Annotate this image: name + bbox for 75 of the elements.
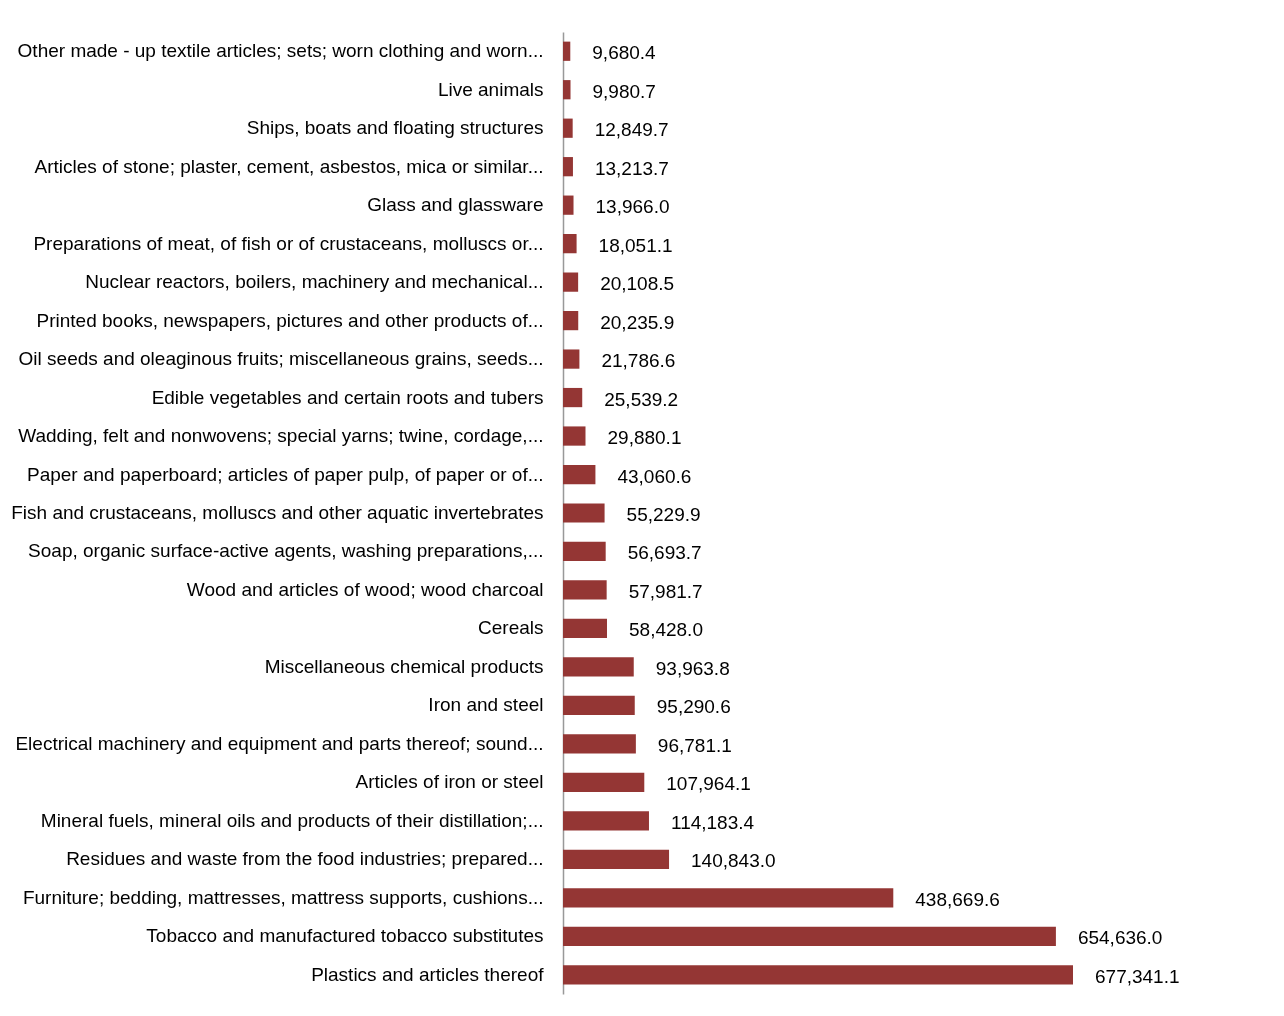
data-label: 57,981.7 — [628, 580, 703, 602]
data-label: 93,963.8 — [655, 657, 730, 679]
bar — [563, 80, 571, 100]
bar — [563, 426, 586, 446]
data-label: 20,235.9 — [600, 311, 675, 333]
bar — [563, 772, 645, 792]
data-label: 13,213.7 — [594, 157, 669, 179]
bar — [563, 195, 574, 215]
y-tick-label: Mineral fuels, mineral oils and products of their distillation;... — [40, 809, 544, 831]
data-label: 107,964.1 — [666, 773, 751, 795]
data-label: 25,539.2 — [604, 388, 679, 410]
bar — [563, 272, 579, 292]
bar — [563, 888, 894, 908]
bar — [563, 41, 571, 61]
bar — [563, 349, 580, 369]
bar — [563, 387, 583, 408]
bar — [563, 618, 607, 639]
y-tick-label: Wadding, felt and nonwovens; special yarns; twine, cordage,... — [18, 425, 544, 447]
data-label: 29,880.1 — [607, 427, 682, 449]
data-label: 43,060.6 — [617, 465, 692, 487]
data-label: 677,341.1 — [1095, 965, 1180, 987]
y-tick-label: Glass and glassware — [367, 194, 544, 216]
bar — [563, 811, 649, 831]
data-label: 13,966.0 — [595, 196, 670, 218]
bar — [563, 157, 573, 177]
bar — [563, 695, 635, 716]
bar — [563, 541, 606, 562]
y-tick-label: Live animals — [437, 78, 544, 100]
y-tick-label: Ships, boats and floating structures — [246, 117, 544, 139]
data-label: 9,680.4 — [592, 42, 657, 64]
data-label: 55,229.9 — [626, 504, 701, 525]
bar — [563, 849, 670, 869]
y-tick-label: Residues and waste from the food industries; prepared... — [66, 848, 544, 870]
y-tick-label: Nuclear reactors, boilers, machinery and mechanical... — [85, 271, 544, 293]
y-tick-label: Oil seeds and oleaginous fruits; miscellaneous grains, seeds... — [18, 348, 544, 370]
bar — [563, 926, 1056, 946]
bar — [563, 503, 605, 523]
y-tick-label: Wood and articles of wood; wood charcoal — [186, 578, 544, 600]
data-label: 95,290.6 — [656, 696, 731, 718]
y-tick-label: Iron and steel — [428, 694, 544, 716]
y-tick-label: Electrical machinery and equipment and parts thereof; sound... — [15, 732, 544, 754]
bar — [563, 657, 634, 677]
data-label: 56,693.7 — [627, 542, 702, 564]
y-tick-label: Fish and crustaceans, molluscs and other aquatic invertebrates — [11, 502, 544, 523]
bar — [563, 118, 573, 138]
y-tick-label: Cereals — [478, 617, 544, 639]
y-tick-label: Edible vegetables and certain roots and tubers — [151, 386, 544, 408]
bar — [563, 734, 636, 754]
data-label: 9,980.7 — [592, 80, 656, 102]
y-tick-label: Preparations of meat, of fish or of crustaceans, molluscs or... — [33, 232, 544, 254]
bar — [563, 464, 596, 485]
data-label: 12,849.7 — [594, 119, 669, 141]
y-tick-label: Other made - up textile articles; sets; worn clothing and worn... — [17, 40, 544, 62]
bar — [563, 234, 577, 254]
data-label: 18,051.1 — [598, 234, 673, 256]
y-tick-label: Soap, organic surface-active agents, washing preparations,... — [28, 540, 544, 562]
data-label: 96,781.1 — [657, 734, 732, 756]
y-tick-label: Plastics and articles thereof — [311, 963, 545, 985]
y-tick-label: Tobacco and manufactured tobacco substitutes — [146, 925, 544, 947]
data-label: 654,636.0 — [1077, 927, 1163, 949]
data-label: 438,669.6 — [915, 888, 1000, 910]
y-tick-label: Miscellaneous chemical products — [264, 655, 544, 677]
data-label: 21,786.6 — [601, 350, 676, 372]
bar — [563, 310, 579, 331]
y-tick-label: Furniture; bedding, mattresses, mattress supports, cushions... — [22, 886, 544, 908]
y-tick-label: Paper and paperboard; articles of paper pulp, of paper or of... — [27, 463, 544, 485]
y-tick-label: Articles of iron or steel — [355, 771, 544, 793]
data-label: 140,843.0 — [691, 850, 776, 872]
bar — [563, 965, 1073, 985]
bar — [563, 580, 607, 600]
data-label: 20,108.5 — [600, 273, 675, 295]
data-label: 58,428.0 — [628, 619, 703, 641]
y-tick-label: Printed books, newspapers, pictures and other products of... — [36, 309, 544, 331]
data-label: 114,183.4 — [670, 811, 755, 833]
y-tick-label: Articles of stone; plaster, cement, asbestos, mica or similar... — [34, 155, 544, 177]
